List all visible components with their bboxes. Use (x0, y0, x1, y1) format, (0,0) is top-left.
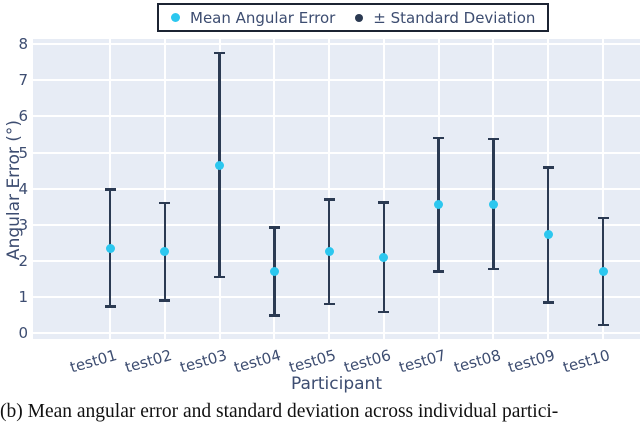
y-axis-label: Angular Error (°) (4, 119, 24, 261)
gridline-vertical (328, 39, 331, 339)
gridline-horizontal (33, 223, 640, 226)
mean-point (434, 200, 444, 210)
error-bar-cap-bottom (323, 302, 335, 306)
error-bar-cap-bottom (542, 301, 554, 304)
error-bar-cap-bottom (433, 270, 445, 273)
x-tick-label: test02 (122, 346, 174, 377)
gridline-vertical (382, 39, 385, 339)
legend-item-mean: Mean Angular Error (171, 9, 335, 27)
x-tick-label: test03 (177, 346, 229, 377)
x-tick-label: test10 (560, 346, 612, 377)
x-tick-label: test05 (287, 346, 339, 377)
mean-marker-icon (171, 13, 180, 22)
x-tick-label: test08 (451, 346, 503, 377)
plot-area (33, 39, 640, 339)
legend-label-mean: Mean Angular Error (190, 8, 336, 27)
error-bar-cap-bottom (487, 267, 499, 271)
legend-label-sd: ± Standard Deviation (373, 8, 536, 27)
error-bar-cap-top (597, 216, 609, 220)
error-bar-cap-top (268, 226, 280, 229)
gridline-horizontal (33, 332, 640, 334)
mean-point (160, 247, 170, 257)
y-tick-label: 0 (18, 324, 28, 342)
mean-point (598, 267, 608, 277)
y-tick-label: 7 (18, 71, 28, 90)
mean-point (488, 199, 498, 209)
error-bar-cap-top (378, 201, 390, 204)
error-bar-cap-bottom (214, 275, 226, 279)
x-tick-label: test04 (232, 346, 284, 377)
error-bar-cap-bottom (159, 299, 171, 302)
sd-marker-icon (355, 13, 364, 22)
gridline-horizontal (33, 259, 640, 262)
x-tick-label: test01 (67, 346, 119, 377)
error-bar-cap-top (433, 136, 445, 140)
gridline-vertical (273, 39, 276, 339)
error-bar-cap-bottom (104, 305, 116, 308)
gridline-horizontal (33, 115, 640, 118)
gridline-horizontal (33, 43, 640, 46)
error-bar-cap-bottom (268, 314, 280, 317)
mean-point (215, 160, 225, 170)
gridline-horizontal (33, 79, 640, 82)
error-bar-cap-bottom (378, 310, 390, 314)
gridline-horizontal (33, 295, 640, 298)
x-tick-label: test06 (341, 346, 393, 377)
error-bar-cap-top (542, 166, 554, 169)
figure-caption: (b) Mean angular error and standard devi… (0, 401, 559, 422)
mean-point (324, 247, 334, 257)
mean-point (269, 267, 279, 277)
y-tick-label: 1 (18, 287, 28, 306)
error-bar-cap-top (487, 137, 499, 141)
error-bar-cap-top (104, 188, 116, 191)
mean-point (543, 230, 553, 240)
x-axis-label: Participant (290, 374, 382, 394)
x-tick-label: test07 (396, 346, 448, 377)
error-bar-cap-top (323, 198, 335, 201)
legend-item-sd: ± Standard Deviation (355, 9, 535, 27)
gridline-vertical (163, 39, 166, 339)
legend: Mean Angular Error ± Standard Deviation (157, 3, 550, 32)
gridline-vertical (602, 39, 605, 339)
error-bar-cap-top (214, 51, 226, 55)
gridline-horizontal (33, 187, 640, 190)
error-bar-cap-top (159, 201, 171, 205)
y-tick-label: 8 (18, 35, 28, 54)
error-bar-cap-bottom (597, 323, 609, 327)
gridline-horizontal (33, 151, 640, 154)
mean-point (105, 243, 115, 253)
mean-point (379, 252, 389, 262)
x-tick-label: test09 (506, 346, 558, 377)
